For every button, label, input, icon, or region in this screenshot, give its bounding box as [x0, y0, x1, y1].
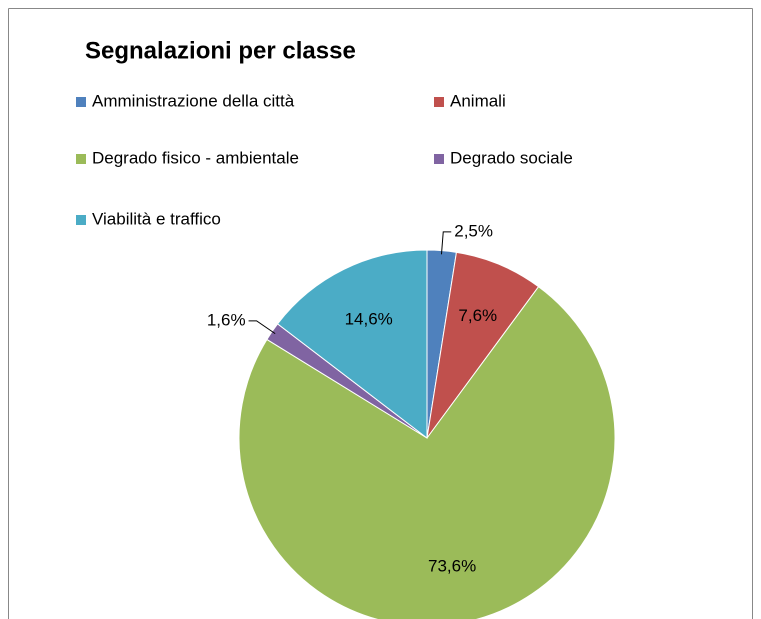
legend-label: Amministrazione della città	[92, 91, 295, 110]
leader-line	[440, 231, 452, 255]
chart-title: Segnalazioni per classe	[85, 37, 356, 64]
legend-label: Animali	[450, 91, 506, 110]
pie-slice	[238, 285, 616, 619]
legend-swatch	[76, 97, 86, 107]
data-label: 2,5%	[454, 221, 493, 240]
legend-swatch	[76, 215, 86, 225]
legend-swatch	[434, 97, 444, 107]
leader-line	[248, 320, 276, 335]
data-label: 1,6%	[207, 310, 246, 329]
legend-label: Degrado sociale	[450, 148, 573, 167]
data-label: 73,6%	[428, 557, 476, 576]
legend-swatch	[76, 154, 86, 164]
pie-slice	[276, 249, 428, 440]
legend-swatch	[434, 154, 444, 164]
legend-label: Viabilità e traffico	[92, 209, 221, 228]
data-label: 14,6%	[345, 310, 393, 329]
data-label: 7,6%	[458, 306, 497, 325]
legend-label: Degrado fisico - ambientale	[92, 148, 299, 167]
